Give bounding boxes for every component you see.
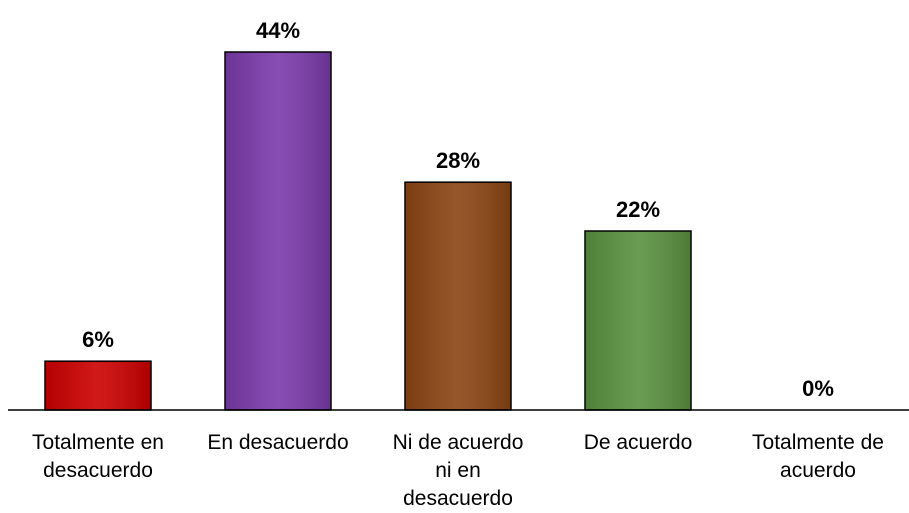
bar-shade-2: [406, 183, 510, 409]
category-label-line: ni en: [435, 459, 481, 482]
category-label-1: En desacuerdo: [207, 431, 348, 454]
bars-group: [44, 51, 692, 411]
category-label-line: acuerdo: [780, 459, 856, 482]
category-label-line: Totalmente en: [32, 431, 164, 454]
category-label-line: Ni de acuerdo: [393, 431, 524, 454]
value-label-2: 28%: [436, 148, 480, 173]
category-label-line: desacuerdo: [403, 487, 513, 510]
category-label-3: De acuerdo: [584, 431, 693, 454]
value-label-3: 22%: [616, 197, 660, 222]
category-label-line: Totalmente de: [752, 431, 884, 454]
category-label-2: Ni de acuerdo ni en desacuerdo: [393, 431, 524, 510]
bar-shade-3: [586, 232, 690, 409]
category-label-0: Totalmente en desacuerdo: [32, 431, 164, 482]
category-labels-group: Totalmente en desacuerdo En desacuerdo Ni d…: [32, 431, 884, 510]
value-label-1: 44%: [256, 18, 300, 43]
bar-shade-0: [46, 362, 150, 409]
value-label-4: 0%: [802, 376, 834, 401]
category-label-4: Totalmente de acuerdo: [752, 431, 884, 482]
category-label-line: desacuerdo: [43, 459, 153, 482]
value-labels-group: 6% 44% 28% 22% 0%: [82, 18, 834, 401]
category-label-line: De acuerdo: [584, 431, 693, 454]
category-label-line: En desacuerdo: [207, 431, 348, 454]
value-label-0: 6%: [82, 327, 114, 352]
bar-shade-1: [226, 53, 330, 409]
